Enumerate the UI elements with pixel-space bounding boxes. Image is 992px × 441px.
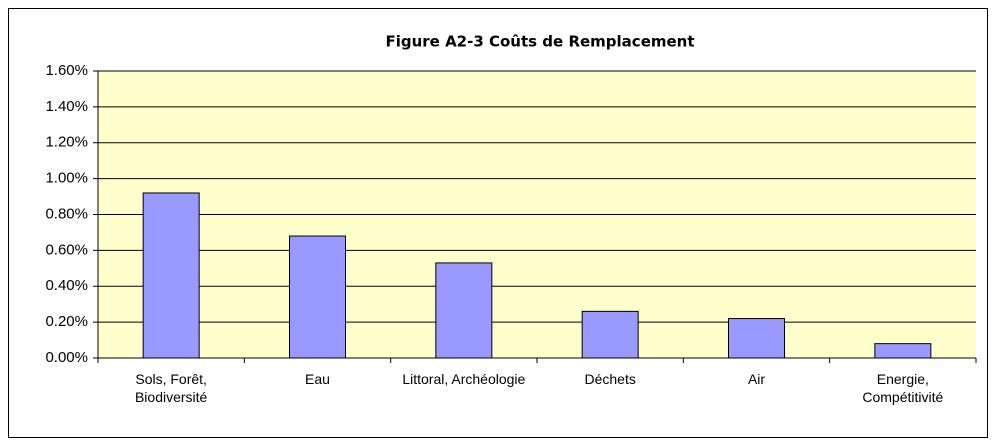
y-tick-label: 1.20% [45, 134, 88, 151]
y-tick-label: 1.40% [45, 98, 88, 115]
x-tick-label: Déchets [584, 371, 636, 387]
bar [874, 343, 932, 359]
bar [142, 192, 200, 359]
y-tick-label: 0.00% [45, 349, 88, 366]
y-tick-label: 0.20% [45, 313, 88, 330]
bar [581, 310, 639, 359]
x-tick-label: Energie, Compétitivité [862, 371, 944, 405]
bar [289, 235, 346, 359]
y-tick-label: 0.80% [45, 205, 88, 222]
chart-title: Figure A2-3 Coûts de Remplacement [385, 33, 694, 51]
y-tick-label: 1.00% [45, 170, 88, 187]
y-tick-label: 0.40% [45, 277, 88, 294]
bar [435, 262, 493, 359]
bar [728, 318, 785, 359]
x-tick-label: Littoral, Archéologie [402, 371, 526, 387]
y-tick-label: 0.60% [45, 241, 88, 258]
y-tick-label: 1.60% [45, 62, 88, 79]
x-tick-label: Sols, Forêt, Biodiversité [134, 371, 208, 405]
x-tick-label: Air [747, 371, 766, 387]
x-tick-label: Eau [305, 371, 330, 387]
